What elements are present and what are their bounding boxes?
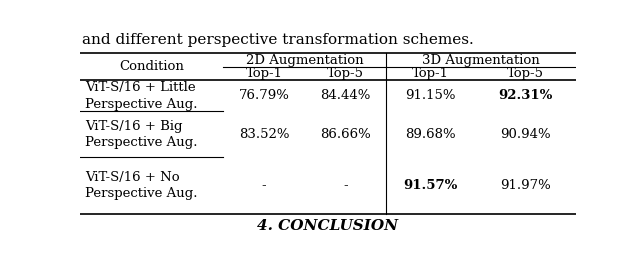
- Text: 2D Augmentation: 2D Augmentation: [246, 54, 364, 67]
- Text: -: -: [262, 179, 266, 192]
- Text: 91.15%: 91.15%: [405, 89, 456, 102]
- Text: Top-5: Top-5: [507, 67, 544, 80]
- Text: 84.44%: 84.44%: [320, 89, 371, 102]
- Text: 4. CONCLUSION: 4. CONCLUSION: [257, 219, 399, 233]
- Text: 3D Augmentation: 3D Augmentation: [422, 54, 540, 67]
- Text: ViT-S/16 + Little
Perspective Aug.: ViT-S/16 + Little Perspective Aug.: [84, 81, 197, 111]
- Text: Condition: Condition: [119, 60, 184, 73]
- Text: 91.97%: 91.97%: [500, 179, 551, 192]
- Text: ViT-S/16 + Big
Perspective Aug.: ViT-S/16 + Big Perspective Aug.: [84, 120, 197, 149]
- Text: 89.68%: 89.68%: [405, 128, 456, 141]
- Text: Top-5: Top-5: [327, 67, 364, 80]
- Text: Top-1: Top-1: [412, 67, 449, 80]
- Text: and different perspective transformation schemes.: and different perspective transformation…: [81, 34, 474, 47]
- Text: Top-1: Top-1: [246, 67, 283, 80]
- Text: 86.66%: 86.66%: [320, 128, 371, 141]
- Text: 91.57%: 91.57%: [403, 179, 458, 192]
- Text: 76.79%: 76.79%: [239, 89, 289, 102]
- Text: -: -: [343, 179, 348, 192]
- Text: 92.31%: 92.31%: [499, 89, 553, 102]
- Text: 83.52%: 83.52%: [239, 128, 289, 141]
- Text: ViT-S/16 + No
Perspective Aug.: ViT-S/16 + No Perspective Aug.: [84, 171, 197, 200]
- Text: 90.94%: 90.94%: [500, 128, 551, 141]
